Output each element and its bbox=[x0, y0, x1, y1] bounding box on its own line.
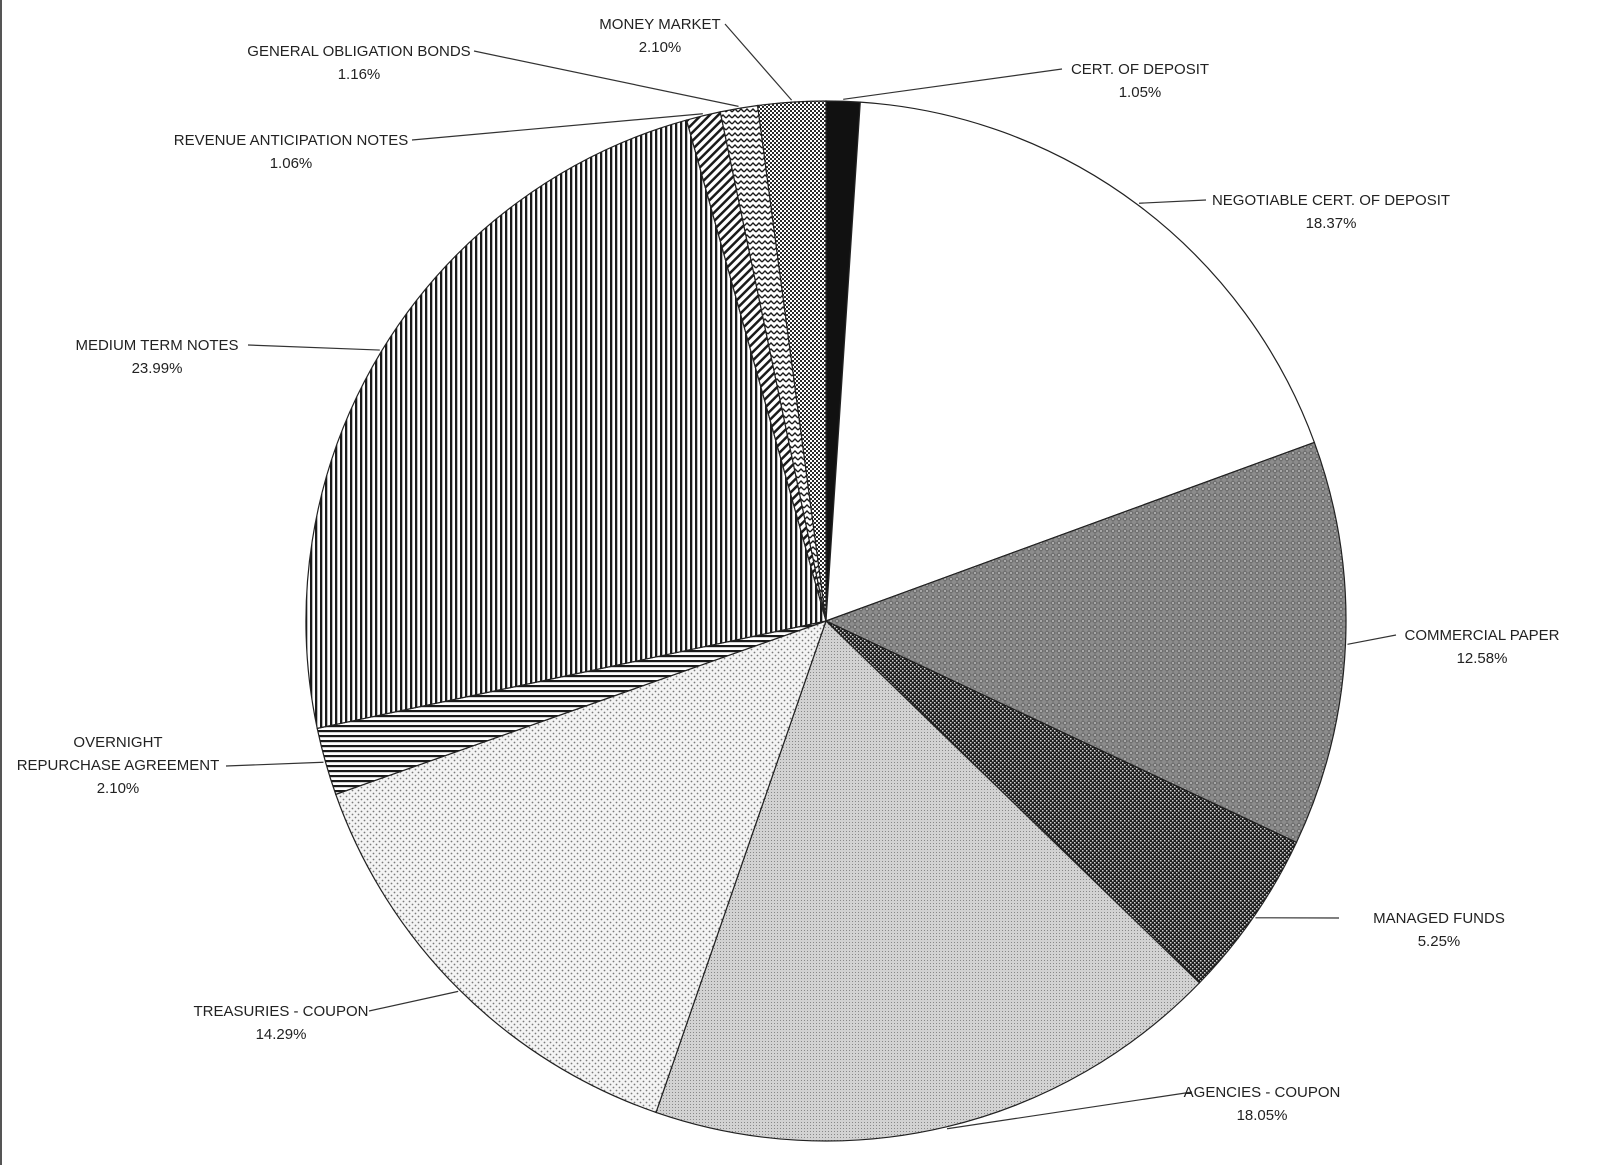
slice-category-label: REVENUE ANTICIPATION NOTES bbox=[174, 132, 408, 149]
slice-category-label: MONEY MARKET bbox=[599, 16, 720, 33]
slice-value-label: 5.25% bbox=[1418, 933, 1461, 950]
leader-lines bbox=[225, 23, 1397, 1130]
slice-category-label: REPURCHASE AGREEMENT bbox=[17, 757, 220, 774]
leader-line bbox=[411, 113, 703, 141]
leader-line bbox=[225, 761, 324, 767]
slice-value-label: 2.10% bbox=[97, 780, 140, 797]
slice-value-label: 12.58% bbox=[1457, 650, 1508, 667]
leader-line bbox=[368, 990, 459, 1012]
slice-value-label: 14.29% bbox=[256, 1026, 307, 1043]
slice-value-label: 1.05% bbox=[1119, 84, 1162, 101]
slice-value-label: 23.99% bbox=[132, 360, 183, 377]
slice-value-label: 2.10% bbox=[639, 39, 682, 56]
slice-category-label: COMMERCIAL PAPER bbox=[1404, 627, 1559, 644]
slice-value-label: 1.06% bbox=[270, 155, 313, 172]
slice-category-label: CERT. OF DEPOSIT bbox=[1071, 61, 1209, 78]
slice-category-label: AGENCIES - COUPON bbox=[1184, 1084, 1341, 1101]
pie-slice-managed-funds bbox=[825, 620, 1298, 984]
leader-line bbox=[946, 1091, 1193, 1130]
pie-slice-negotiable-cert-of-deposit bbox=[825, 101, 1316, 622]
pie-slice-treasuries-coupon bbox=[334, 620, 827, 1114]
slice-category-label: MANAGED FUNDS bbox=[1373, 910, 1505, 927]
leader-line bbox=[247, 344, 380, 351]
slice-category-label: NEGOTIABLE CERT. OF DEPOSIT bbox=[1212, 192, 1450, 209]
slice-category-label: MEDIUM TERM NOTES bbox=[75, 337, 238, 354]
pie-slice-medium-term-notes bbox=[305, 119, 827, 730]
slice-labels: CERT. OF DEPOSIT 1.05% NEGOTIABLE CERT. OF… bbox=[17, 16, 1560, 1124]
leader-line bbox=[843, 68, 1063, 100]
slice-value-label: 18.05% bbox=[1237, 1107, 1288, 1124]
slice-category-label: OVERNIGHT bbox=[73, 734, 162, 751]
leader-line bbox=[1347, 634, 1397, 645]
pie-slice-commercial-paper bbox=[824, 441, 1347, 844]
leader-line bbox=[473, 50, 739, 107]
slice-value-label: 1.16% bbox=[338, 66, 381, 83]
slice-category-label: TREASURIES - COUPON bbox=[193, 1003, 368, 1020]
slice-value-label: 18.37% bbox=[1306, 215, 1357, 232]
leader-line bbox=[1138, 199, 1207, 204]
pie-slices bbox=[305, 100, 1347, 1142]
slice-category-label: GENERAL OBLIGATION BONDS bbox=[247, 43, 470, 60]
pie-slice-money-market bbox=[756, 100, 827, 622]
pie-slice-agencies-coupon bbox=[655, 619, 1201, 1142]
leader-line bbox=[724, 23, 793, 101]
